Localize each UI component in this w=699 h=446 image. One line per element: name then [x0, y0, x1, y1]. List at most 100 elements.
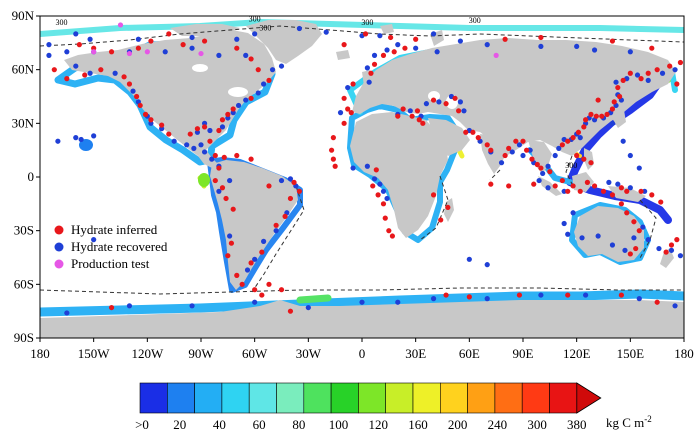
inferred-site-marker	[520, 138, 526, 144]
inferred-site-marker	[611, 99, 617, 105]
recovered-site-marker	[234, 36, 240, 42]
recovered-site-marker	[457, 99, 463, 105]
inferred-site-marker	[413, 36, 419, 42]
colorbar-tick-label: 60	[253, 417, 266, 432]
recovered-site-marker	[252, 299, 258, 305]
colorbar-unit: kg C m-2	[606, 414, 652, 430]
production-site-marker	[493, 52, 499, 58]
inferred-site-marker	[76, 42, 82, 48]
hawaii-margin	[79, 139, 93, 151]
colorbar-cell	[521, 382, 550, 414]
inferred-site-marker	[266, 281, 272, 287]
recovered-site-marker	[583, 292, 589, 298]
inferred-site-marker	[538, 34, 544, 41]
greenland-land	[246, 20, 322, 64]
production-site-marker	[198, 50, 204, 57]
inferred-site-marker	[230, 106, 236, 112]
inferred-site-marker	[668, 242, 675, 248]
recovered-site-marker	[634, 72, 641, 78]
recovered-site-marker	[350, 165, 356, 171]
contour-label: 300	[469, 16, 481, 25]
inferred-site-marker	[618, 292, 624, 298]
inferred-site-marker	[609, 106, 616, 112]
inferred-site-marker	[400, 106, 406, 112]
inferred-site-marker	[502, 36, 508, 42]
inferred-site-marker	[221, 154, 227, 160]
inferred-site-marker	[534, 161, 540, 168]
colorbar-cell	[358, 382, 386, 414]
inferred-site-marker	[618, 201, 624, 207]
recovered-site-marker	[430, 296, 437, 302]
lat-label: 90N	[12, 8, 35, 23]
inferred-site-marker	[466, 294, 472, 300]
new-guinea-land	[608, 186, 646, 202]
recovered-site-marker	[377, 33, 383, 39]
colorbar-tick-label: 160	[408, 417, 428, 432]
recovered-site-marker	[244, 267, 251, 273]
inferred-site-marker	[371, 61, 378, 67]
recovered-site-marker	[46, 52, 52, 58]
production-site-marker	[91, 49, 97, 55]
inferred-site-marker	[266, 77, 272, 83]
inferred-site-marker	[574, 152, 580, 159]
inferred-site-marker	[588, 160, 594, 166]
lon-label: 120W	[131, 346, 164, 361]
inferred-site-marker	[443, 292, 449, 298]
legend-production-marker	[54, 259, 64, 269]
inferred-site-marker	[443, 101, 449, 107]
recovered-site-marker	[278, 177, 285, 184]
recovered-site-marker	[430, 31, 437, 37]
inferred-site-marker	[388, 34, 394, 41]
inferred-site-marker	[475, 135, 481, 141]
inferred-site-marker	[649, 45, 655, 51]
recovered-site-marker	[591, 47, 598, 53]
recovered-site-marker	[384, 47, 390, 53]
colorbar-tick-label: 380	[567, 417, 587, 432]
recovered-site-marker	[609, 242, 616, 248]
inferred-site-marker	[341, 120, 347, 126]
inferred-site-marker	[273, 222, 279, 228]
recovered-site-marker	[198, 142, 204, 148]
colorbar-tick-label: 200	[448, 417, 468, 432]
arctic-margin-band	[40, 19, 684, 37]
recovered-site-marker	[579, 235, 585, 241]
inferred-site-marker	[287, 308, 294, 314]
lon-label: 150W	[78, 346, 111, 361]
inferred-site-marker	[667, 63, 673, 69]
inferred-site-marker	[259, 249, 265, 255]
recovered-site-marker	[538, 43, 544, 50]
recovered-site-marker	[130, 88, 136, 94]
legend-inferred-label: Hydrate inferred	[71, 222, 158, 237]
recovered-site-marker	[672, 67, 678, 73]
recovered-site-marker	[484, 42, 490, 48]
inferred-site-marker	[345, 106, 351, 112]
colorbar-cell	[467, 382, 496, 414]
production-site-marker	[117, 22, 124, 28]
contour-label: 300	[259, 23, 271, 32]
colorbar-cell	[385, 382, 414, 414]
inferred-site-marker	[674, 81, 680, 87]
recovered-site-marker	[466, 256, 472, 262]
recovered-site-marker	[273, 228, 279, 234]
recovered-site-marker	[423, 101, 429, 107]
recovered-site-marker	[87, 36, 93, 42]
recovered-site-marker	[364, 163, 370, 169]
recovered-site-marker	[261, 238, 267, 244]
contour-label: 300	[55, 18, 67, 27]
colorbar-tick-labels: >0 20 40 60 80 100 120 160 200 240 300 380	[135, 417, 586, 432]
inferred-site-marker	[645, 70, 651, 76]
lat-label: 30S	[14, 223, 34, 238]
legend-recovered-marker	[54, 242, 64, 252]
inferred-site-marker	[570, 183, 576, 189]
inferred-site-marker	[135, 45, 141, 51]
recovered-site-marker	[216, 52, 222, 58]
recovered-site-marker	[201, 120, 208, 126]
inferred-site-marker	[330, 156, 336, 162]
inferred-site-marker	[430, 97, 437, 103]
inferred-site-marker	[373, 167, 379, 173]
inferred-site-marker	[627, 70, 633, 76]
inferred-site-marker	[230, 206, 236, 212]
inferred-site-marker	[470, 129, 476, 135]
recovered-site-marker	[371, 52, 378, 58]
recovered-site-marker	[556, 145, 562, 151]
